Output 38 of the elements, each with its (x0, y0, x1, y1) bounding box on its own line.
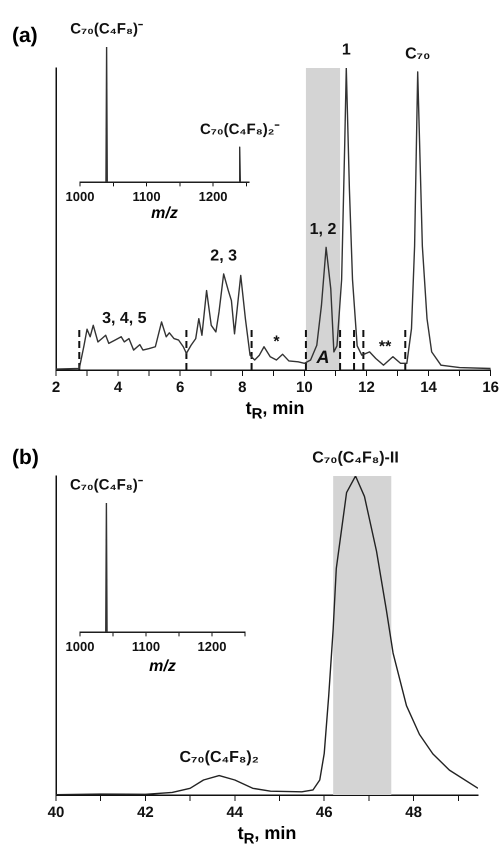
x-tick-label: 40 (48, 804, 64, 822)
x-axis-title: m/z (150, 205, 179, 223)
x-tick-label: 1100 (132, 638, 160, 654)
x-tick-label: 16 (482, 379, 499, 396)
annotation: * (273, 333, 280, 350)
annotation: 3, 4, 5 (102, 310, 147, 328)
x-tick-label: 14 (420, 379, 438, 396)
annotation: 1, 2 (310, 220, 336, 238)
annotation: C₇₀(C₄F₈)₂⁻ (200, 120, 280, 138)
x-tick-label: 44 (226, 804, 244, 822)
x-tick-label: 12 (358, 379, 375, 396)
annotation: ** (378, 338, 392, 356)
annotation: 2, 3 (210, 247, 238, 264)
x-tick-label: 2 (52, 379, 60, 396)
x-tick-label: 48 (405, 804, 422, 822)
x-tick-label: 1000 (66, 638, 94, 654)
annotation: C₇₀ (405, 45, 430, 62)
x-tick-label: 1000 (66, 188, 94, 204)
x-tick-label: 8 (238, 379, 246, 396)
band-label: A (316, 346, 330, 367)
x-tick-label: 1100 (132, 188, 161, 204)
annotation: C₇₀(C₄F₈)⁻ (70, 20, 143, 38)
annotation: 1 (342, 41, 351, 58)
x-axis-title: t$_{R}$, min (236, 823, 298, 848)
x-tick-label: 10 (296, 379, 313, 396)
chart-title: (a) (12, 24, 38, 48)
annotation: C₇₀(C₄F₈)⁻ (70, 476, 143, 494)
x-tick-label: 1200 (198, 188, 228, 204)
x-tick-label: 4 (114, 379, 123, 396)
x-tick-label: 46 (316, 804, 333, 822)
x-tick-label: 1200 (198, 638, 226, 654)
annotation: C₇₀(C₄F₈)₂ (179, 748, 259, 766)
x-axis-title: t$_{R}$, min (244, 398, 306, 423)
x-tick-label: 6 (176, 379, 184, 396)
x-tick-label: 42 (137, 804, 154, 822)
chart-title: (b) (12, 446, 39, 470)
x-axis-title: m/z (148, 658, 177, 676)
annotation: C₇₀(C₄F₈)-II (312, 449, 399, 466)
